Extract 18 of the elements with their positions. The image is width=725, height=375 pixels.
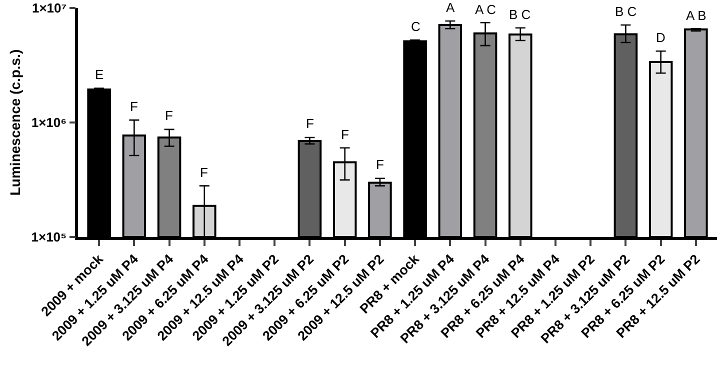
y-tick-label: 1×10⁵ [31,230,67,245]
y-axis-title: Luminescence (c.p.s.) [6,49,23,196]
annotation: B C [615,4,637,19]
y-tick-label: 1×10⁶ [31,115,67,130]
annotation: F [200,165,208,180]
annotation: D [656,30,666,45]
annotation: F [376,157,384,172]
annotation: F [341,127,349,142]
annotation: A C [475,2,496,17]
annotation: A B [686,8,706,23]
annotation: F [306,116,314,131]
annotation: E [95,67,104,82]
annotation: B C [509,7,531,22]
annotation: C [411,19,420,34]
annotation: A [446,0,455,15]
y-tick-label: 1×10⁷ [32,0,67,16]
annotation: F [165,108,173,123]
annotation: F [130,99,138,114]
